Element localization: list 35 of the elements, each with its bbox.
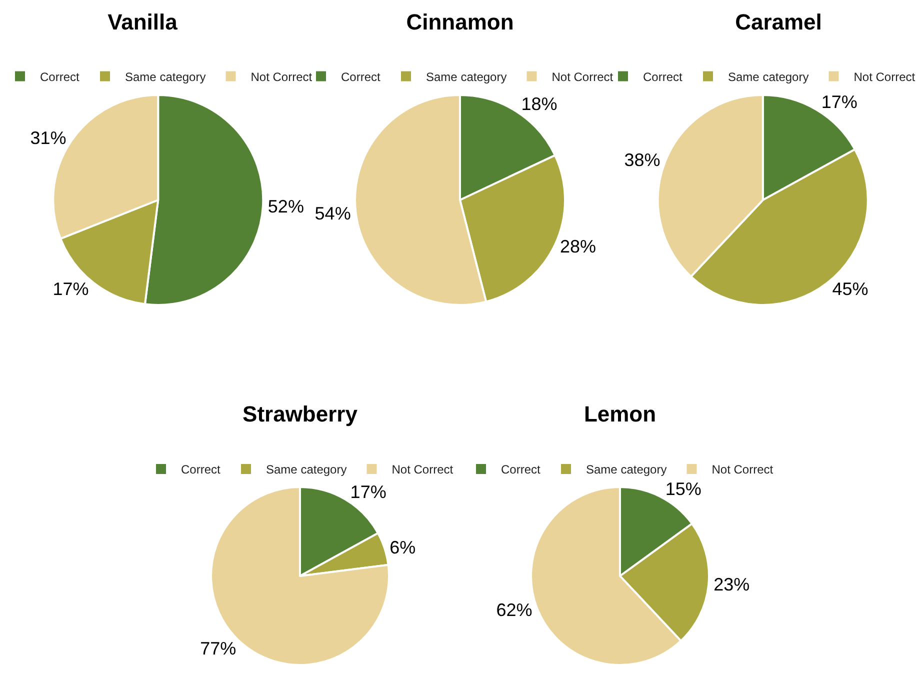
- data-label: 77%: [200, 638, 236, 658]
- legend-label: Correct: [501, 462, 542, 477]
- data-label: 15%: [665, 478, 702, 499]
- legend-label: Same category: [426, 70, 507, 84]
- chart-title: Lemon: [584, 401, 656, 426]
- data-label: 54%: [314, 203, 351, 224]
- legend-label: Not Correct: [854, 70, 916, 84]
- data-label: 23%: [714, 574, 750, 594]
- data-label: 18%: [521, 94, 558, 114]
- chart-title: Cinnamon: [406, 9, 514, 34]
- legend-label: Same category: [266, 462, 347, 477]
- data-label: 28%: [560, 236, 596, 257]
- legend-label: Correct: [341, 70, 382, 84]
- chart-title: Caramel: [735, 9, 822, 34]
- data-label: 17%: [821, 92, 858, 112]
- chart-title: Strawberry: [242, 401, 358, 426]
- legend-label: Same category: [586, 462, 667, 477]
- legend-label: Same category: [728, 70, 809, 84]
- legend-label: Not Correct: [552, 70, 614, 84]
- chart-title: Vanilla: [108, 9, 178, 34]
- legend-label: Not Correct: [250, 70, 313, 84]
- data-label: 38%: [624, 150, 660, 170]
- legend-label: Correct: [40, 70, 80, 84]
- data-label: 17%: [350, 482, 386, 502]
- legend-label: Not Correct: [392, 462, 454, 477]
- data-label: 6%: [390, 538, 416, 558]
- legend-label: Same category: [125, 70, 206, 84]
- legend-label: Not Correct: [712, 462, 774, 477]
- data-label: 62%: [496, 600, 532, 620]
- data-label: 31%: [30, 128, 66, 148]
- data-label: 52%: [268, 196, 304, 217]
- legend-label: Correct: [643, 70, 684, 84]
- data-label: 17%: [52, 279, 89, 300]
- legend-label: Correct: [181, 462, 222, 477]
- data-label: 45%: [832, 279, 868, 300]
